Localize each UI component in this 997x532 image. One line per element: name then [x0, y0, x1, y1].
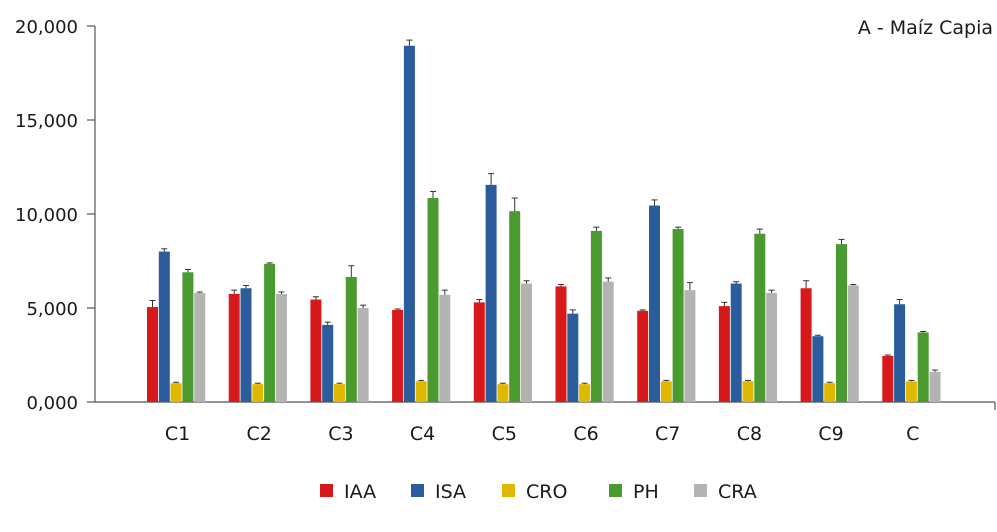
bar-cro-c2 [252, 384, 264, 402]
bar-isa-c8 [730, 283, 742, 402]
bar-cro-c4 [415, 381, 427, 402]
bar-cro-c [905, 381, 917, 402]
x-tick-label: C7 [655, 423, 680, 445]
bar-cro-c3 [334, 384, 345, 402]
bar-isa-c5 [485, 184, 497, 402]
bar-ph-c5 [509, 211, 521, 402]
error-bars [149, 39, 938, 385]
bar-isa-c3 [322, 324, 334, 402]
bar-ph-c8 [754, 233, 766, 402]
x-tick-label: C1 [165, 423, 190, 445]
bar-isa-c [894, 304, 906, 402]
legend-swatch-iaa [320, 484, 333, 497]
bar-ph-c7 [672, 229, 684, 402]
legend: IAA ISA CRO PH CRA [320, 481, 757, 503]
bar-iaa-c8 [718, 306, 730, 402]
legend-label-isa: ISA [435, 481, 466, 503]
bar-isa-c7 [649, 205, 660, 402]
bar-isa-c6 [567, 313, 579, 402]
x-tick-label: C9 [818, 423, 843, 445]
bar-iaa-c6 [555, 286, 567, 402]
bar-cra-c7 [684, 290, 696, 402]
chart-title: A - Maíz Capia [858, 17, 993, 39]
legend-swatch-isa [411, 484, 424, 497]
bar-iaa-c7 [637, 310, 649, 402]
bar-isa-c9 [812, 336, 824, 402]
bar-ph-c9 [836, 244, 847, 402]
bar-cro-c9 [824, 383, 836, 402]
x-tick-label: C3 [328, 423, 353, 445]
bar-isa-c2 [240, 288, 252, 402]
bar-ph-c4 [427, 198, 439, 402]
bar-iaa-c2 [228, 293, 240, 402]
bar-cra-c8 [766, 292, 778, 402]
bar-cro-c5 [497, 384, 509, 402]
x-labels: C1 C2 C3 C4 C5 C6 C7 C8 C9 C [165, 423, 920, 445]
y-tick-label: 15,000 [15, 111, 78, 132]
y-tick-label: 10,000 [15, 205, 78, 226]
bar-iaa-c [882, 355, 894, 402]
bar-cra-c1 [194, 292, 206, 402]
bar-cro-c1 [170, 383, 182, 402]
bar-cro-c8 [742, 381, 754, 402]
bar-ph-c3 [345, 276, 357, 402]
x-tick-label: C2 [247, 423, 272, 445]
y-tick-label: 0,000 [26, 393, 78, 414]
legend-label-ph: PH [633, 481, 659, 503]
bar-isa-c1 [158, 251, 170, 402]
x-tick-label: C4 [410, 423, 435, 445]
y-tick-label: 20,000 [15, 17, 78, 38]
bar-iaa-c5 [473, 302, 485, 402]
bar-cra-c3 [357, 308, 369, 402]
legend-label-iaa: IAA [344, 481, 376, 503]
bar-ph-c2 [264, 263, 276, 402]
bar-iaa-c3 [310, 299, 322, 402]
legend-swatch-cra [694, 484, 707, 497]
x-tick-label: C6 [573, 423, 598, 445]
x-tick-label: C [906, 423, 919, 445]
bar-iaa-c4 [392, 309, 404, 402]
bar-cra-c [929, 371, 941, 402]
bar-cra-c5 [521, 283, 532, 402]
bar-isa-c4 [403, 45, 415, 403]
x-tick-label: C8 [737, 423, 762, 445]
bar-iaa-c9 [800, 288, 812, 402]
bar-cra-c4 [439, 294, 451, 402]
bar-cro-c6 [579, 384, 591, 402]
bar-iaa-c1 [147, 307, 158, 402]
bar-ph-c1 [182, 272, 194, 402]
bar-cra-c6 [602, 281, 614, 402]
bar-cra-c2 [275, 293, 287, 402]
legend-swatch-ph [609, 484, 622, 497]
x-tick-label: C5 [492, 423, 517, 445]
y-ticks: 0,000 5,000 10,000 15,000 20,000 [15, 17, 95, 414]
legend-label-cra: CRA [718, 481, 757, 503]
bar-cro-c7 [660, 381, 672, 402]
y-tick-label: 5,000 [26, 299, 78, 320]
legend-label-cro: CRO [526, 481, 567, 503]
bars [147, 45, 941, 403]
legend-swatch-cro [502, 484, 515, 497]
bar-ph-c [917, 332, 929, 402]
bar-cra-c9 [847, 285, 859, 402]
bar-ph-c6 [590, 230, 602, 402]
